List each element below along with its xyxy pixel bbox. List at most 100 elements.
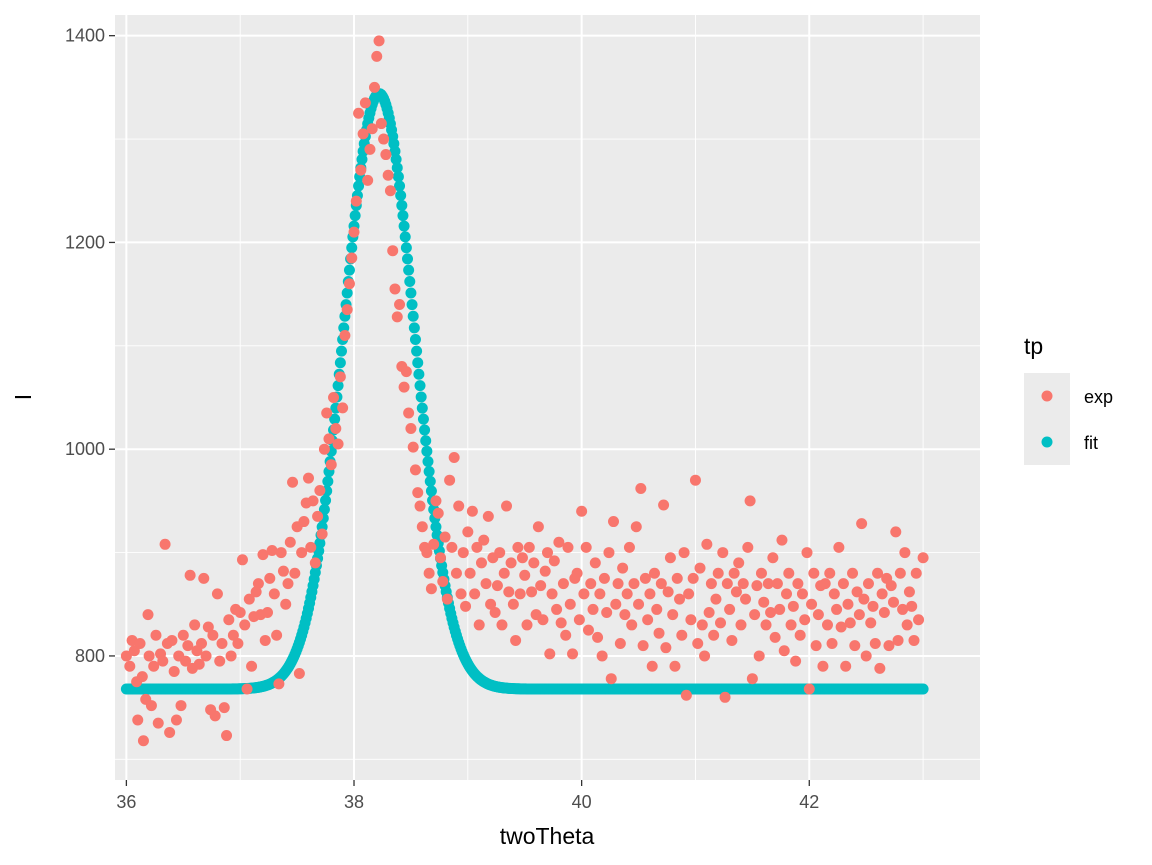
fit-point xyxy=(420,435,432,447)
exp-point xyxy=(491,580,503,592)
exp-point xyxy=(416,521,428,533)
exp-point xyxy=(840,660,852,672)
exp-point xyxy=(883,640,895,652)
exp-point xyxy=(143,650,155,662)
exp-point xyxy=(730,586,742,598)
fit-point xyxy=(413,368,425,380)
exp-point xyxy=(250,586,262,598)
exp-point xyxy=(721,578,733,590)
exp-point xyxy=(701,538,713,550)
exp-point xyxy=(792,578,804,590)
exp-point xyxy=(862,578,874,590)
exp-point xyxy=(137,735,149,747)
exp-point xyxy=(496,619,508,631)
legend: tp exp fit xyxy=(1024,333,1113,465)
exp-point xyxy=(198,572,210,584)
exp-point xyxy=(589,557,601,569)
exp-series xyxy=(120,35,929,747)
exp-point xyxy=(821,619,833,631)
exp-point xyxy=(635,482,647,494)
exp-point xyxy=(150,629,162,641)
exp-point xyxy=(658,499,670,511)
exp-point xyxy=(890,526,902,538)
exp-point xyxy=(378,133,390,145)
exp-point xyxy=(801,547,813,559)
exp-point xyxy=(726,634,738,646)
exp-point xyxy=(562,541,574,553)
exp-point xyxy=(516,552,528,564)
exp-point xyxy=(124,660,136,672)
exp-point xyxy=(384,185,396,197)
exp-point xyxy=(847,567,859,579)
exp-point xyxy=(437,576,449,588)
exp-point xyxy=(715,617,726,629)
fit-point xyxy=(346,242,358,254)
exp-point xyxy=(373,35,385,47)
exp-point xyxy=(712,567,724,579)
exp-point xyxy=(749,609,761,621)
exp-point xyxy=(142,609,154,621)
exp-point xyxy=(136,671,148,683)
exp-point xyxy=(312,510,324,522)
exp-point xyxy=(699,650,711,662)
exp-point xyxy=(307,495,319,507)
fit-point xyxy=(318,503,330,515)
exp-point xyxy=(674,593,686,605)
exp-point xyxy=(796,588,808,600)
exp-point xyxy=(628,578,640,590)
exp-point xyxy=(901,619,913,631)
exp-point xyxy=(152,717,164,729)
fit-point xyxy=(416,402,428,414)
exp-point xyxy=(480,578,492,590)
fit-point xyxy=(403,264,415,276)
exp-point xyxy=(148,660,160,672)
fit-point xyxy=(334,357,346,369)
exp-point xyxy=(512,541,524,553)
exp-point xyxy=(455,588,467,600)
exp-point xyxy=(439,531,451,543)
exp-point xyxy=(844,617,856,629)
exp-point xyxy=(567,648,579,660)
exp-point xyxy=(874,662,886,674)
exp-point xyxy=(582,624,594,636)
exp-point xyxy=(262,607,274,619)
exp-point xyxy=(537,614,549,626)
exp-point xyxy=(626,619,638,631)
exp-point xyxy=(669,660,681,672)
exp-point xyxy=(751,580,763,592)
fit-point xyxy=(411,345,423,357)
exp-point xyxy=(473,619,485,631)
exp-point xyxy=(266,545,278,556)
fit-point xyxy=(314,537,326,549)
exp-point xyxy=(316,528,328,540)
fit-point xyxy=(353,180,365,192)
exp-point xyxy=(375,118,387,130)
exp-point xyxy=(662,586,674,598)
exp-point xyxy=(696,619,708,631)
exp-point xyxy=(833,541,845,553)
exp-point xyxy=(705,578,717,590)
exp-point xyxy=(510,634,522,646)
fit-point xyxy=(419,424,431,436)
fit-point xyxy=(356,153,368,165)
exp-point xyxy=(760,619,772,631)
exp-point xyxy=(346,252,358,264)
exp-point xyxy=(405,423,417,435)
exp-point xyxy=(280,598,292,610)
exp-point xyxy=(555,617,567,629)
exp-point xyxy=(259,634,271,646)
exp-point xyxy=(542,547,553,559)
exp-point xyxy=(587,603,599,615)
exp-point xyxy=(180,655,192,667)
exp-point xyxy=(903,586,915,598)
exp-point xyxy=(819,578,831,590)
exp-point xyxy=(421,547,433,559)
exp-point xyxy=(535,580,547,592)
exp-point xyxy=(762,578,774,590)
exp-point xyxy=(257,549,269,561)
grid xyxy=(115,15,980,780)
exp-point xyxy=(282,578,294,590)
fit-point xyxy=(430,521,442,533)
exp-point xyxy=(767,552,779,564)
exp-point xyxy=(462,526,474,538)
